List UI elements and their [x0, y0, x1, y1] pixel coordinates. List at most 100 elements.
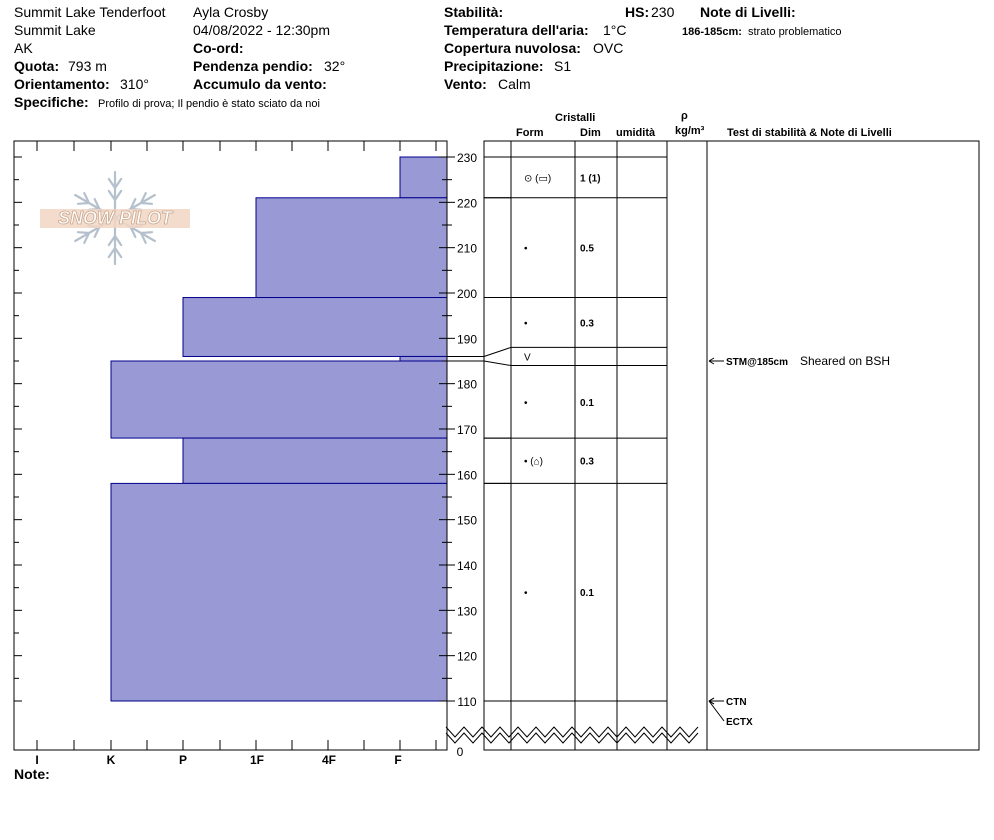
elevation-value: 793 m — [68, 58, 107, 74]
hardness-tick-label: 1F — [250, 753, 264, 767]
flake-branch — [107, 234, 117, 247]
flake-branch — [93, 225, 101, 239]
crystal-size: 1 (1) — [580, 173, 601, 184]
depth-tick-label: 120 — [457, 650, 477, 664]
flake-branch — [83, 231, 91, 245]
layer-connector — [483, 360, 512, 367]
crystal-size: 0.1 — [580, 398, 594, 409]
depth-tick-label: 170 — [457, 423, 477, 437]
test-pointer — [708, 700, 725, 722]
flake-branch — [139, 231, 154, 235]
crystal-size: 0.3 — [580, 318, 594, 329]
crystal-form: • — [524, 244, 528, 255]
hardness-tick-label: 4F — [322, 753, 336, 767]
elevation-label: Quota: — [14, 58, 60, 74]
depth-tick-label: 160 — [457, 468, 477, 482]
hardness-tick-label: P — [179, 753, 187, 767]
density-symbol: ρ — [681, 110, 688, 122]
flake-branch — [113, 177, 123, 190]
flake-branch — [93, 197, 101, 211]
flake-branch — [139, 201, 154, 205]
hs-label: HS: — [625, 4, 650, 20]
flake-branch — [139, 191, 147, 205]
flake-branch — [113, 234, 123, 247]
tests-header: Test di stabilità & Note di Livelli — [727, 127, 892, 139]
crystal-form: • — [524, 588, 528, 599]
crystal-size: 0.3 — [580, 457, 594, 468]
flake-branch — [139, 231, 147, 245]
state: AK — [14, 40, 33, 56]
crystal-form: • — [524, 318, 528, 329]
crystal-size: 0.5 — [580, 244, 594, 255]
hardness-plot-frame — [13, 140, 448, 751]
area: Summit Lake — [14, 22, 96, 38]
flake-branch — [76, 231, 91, 235]
depth-tick-label: 220 — [457, 196, 477, 210]
hardness-tick-label: K — [107, 753, 116, 767]
hardness-bar — [110, 360, 448, 439]
flake-branch — [107, 177, 117, 190]
datetime: 04/08/2022 - 12:30pm — [193, 22, 330, 38]
location: Summit Lake Tenderfoot — [14, 4, 166, 20]
hs-value: 230 — [651, 4, 675, 20]
logo-text: SNOW PILOT — [58, 208, 174, 228]
test-note: Sheared on BSH — [800, 354, 890, 368]
moisture-header: umidità — [616, 127, 656, 139]
depth-tick-label: 200 — [457, 287, 477, 301]
crystal-form: • (⌂) — [524, 457, 543, 468]
aspect-value: 310° — [120, 76, 149, 92]
air-temp-label: Temperatura dell'aria: — [444, 22, 589, 38]
crystals-header: Cristalli — [555, 112, 596, 124]
depth-tick-label: 130 — [457, 604, 477, 618]
depth-tick-label: 140 — [457, 559, 477, 573]
stability-label: Stabilità: — [444, 4, 504, 20]
flake-branch — [129, 197, 137, 211]
hardness-bar — [182, 297, 448, 357]
slope-value: 32° — [324, 58, 346, 74]
precip-value: S1 — [554, 58, 572, 74]
flake-branch — [83, 191, 91, 205]
sky-value: OVC — [593, 40, 624, 56]
test-label: STM@185cm — [726, 357, 788, 368]
flake-branch — [113, 189, 123, 202]
hardness-tick-label: F — [394, 753, 401, 767]
test-label: ECTX — [726, 717, 753, 728]
wind-loading-label: Accumulo da vento: — [193, 76, 327, 92]
depth-tick-label: 190 — [457, 332, 477, 346]
depth-tick-label: 210 — [457, 242, 477, 256]
flake-branch — [76, 201, 91, 205]
hardness-bar — [110, 482, 448, 702]
crystal-form: • — [524, 398, 528, 409]
hardness-bar — [399, 156, 448, 199]
snowpilot-logo: SNOW PILOT — [40, 170, 190, 266]
test-arrowhead — [708, 697, 715, 705]
crystal-form: ⊙ (▭) — [524, 173, 551, 184]
wind-label: Vento: — [444, 76, 487, 92]
size-header: Dim — [580, 127, 601, 139]
hardness-tick-label: I — [35, 753, 38, 767]
density-unit: kg/m³ — [675, 125, 705, 137]
specifics-value: Profilo di prova; Il pendio è stato scia… — [98, 98, 320, 110]
precip-label: Precipitazione: — [444, 58, 544, 74]
crystal-size: 0.1 — [580, 588, 594, 599]
coord-label: Co-ord: — [193, 40, 244, 56]
air-temp-value: 1°C — [603, 22, 627, 38]
wind-value: Calm — [498, 76, 531, 92]
test-label: CTN — [726, 697, 747, 708]
flake-branch — [113, 246, 123, 259]
hardness-bar — [182, 437, 448, 484]
test-arrowhead — [708, 357, 715, 365]
slope-label: Pendenza pendio: — [193, 58, 313, 74]
hardness-bar — [255, 197, 448, 299]
layer-note-text: strato problematico — [748, 26, 842, 38]
sky-label: Copertura nuvolosa: — [444, 40, 581, 56]
axis-break-zigzag — [445, 726, 699, 738]
crystal-table-frame — [483, 140, 980, 751]
layer-notes-label: Note di Livelli: — [700, 4, 796, 20]
flake-branch — [107, 246, 117, 259]
observer: Ayla Crosby — [193, 4, 269, 20]
layer-note-range: 186-185cm: — [682, 26, 742, 38]
depth-tick-label: 110 — [457, 695, 476, 709]
crystal-form: V — [524, 352, 531, 363]
